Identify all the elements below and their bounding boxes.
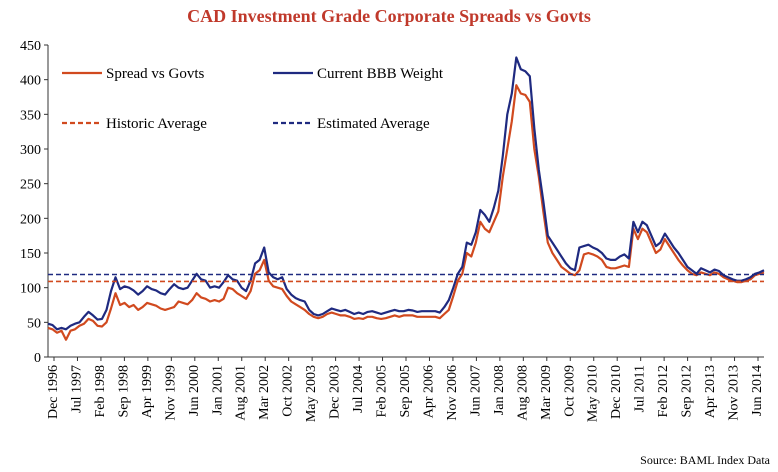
legend-label: Spread vs Govts bbox=[106, 66, 204, 82]
x-tick-label: Jul 2011 bbox=[633, 365, 648, 412]
x-tick-label: Apr 2013 bbox=[703, 365, 718, 418]
x-tick-label: Feb 2005 bbox=[375, 365, 390, 418]
x-tick-label: Nov 1999 bbox=[163, 365, 178, 421]
x-tick-label: Sep 1998 bbox=[116, 365, 131, 418]
x-tick-label: Apr 2006 bbox=[421, 365, 436, 418]
x-tick-label: Sep 2012 bbox=[680, 365, 695, 418]
x-tick-label: Oct 2002 bbox=[281, 365, 296, 417]
x-tick-label: Mar 2009 bbox=[539, 365, 554, 420]
x-tick-label: Apr 1999 bbox=[140, 365, 155, 418]
y-tick-label: 400 bbox=[20, 74, 41, 89]
x-tick-label: Jul 2004 bbox=[351, 365, 366, 413]
x-tick-label: Nov 2013 bbox=[727, 365, 742, 421]
x-tick-label: May 2010 bbox=[586, 365, 601, 422]
x-tick-label: Dec 2003 bbox=[328, 365, 343, 419]
chart-title: CAD Investment Grade Corporate Spreads v… bbox=[187, 6, 591, 26]
x-tick-label: Dec 2010 bbox=[609, 365, 624, 419]
y-tick-label: 300 bbox=[20, 143, 41, 158]
legend-background bbox=[52, 50, 480, 146]
x-tick-label: Mar 2002 bbox=[257, 365, 272, 420]
x-tick-label: Aug 2001 bbox=[234, 365, 249, 421]
legend-label: Current BBB Weight bbox=[317, 66, 444, 82]
x-tick-label: Feb 2012 bbox=[656, 365, 671, 418]
y-tick-label: 250 bbox=[20, 178, 41, 193]
series-line-spread-vs-govts bbox=[47, 84, 765, 341]
x-tick-label: Nov 2006 bbox=[445, 365, 460, 421]
x-tick-label: Jun 2014 bbox=[750, 365, 765, 416]
y-tick-label: 150 bbox=[20, 247, 41, 262]
x-tick-label: Jan 2008 bbox=[492, 365, 507, 415]
series-line-current-bbb-weight bbox=[47, 56, 765, 331]
x-tick-label: Jan 2001 bbox=[210, 365, 225, 415]
y-tick-label: 200 bbox=[20, 212, 41, 227]
x-tick-label: Jun 2007 bbox=[468, 365, 483, 416]
legend-label: Estimated Average bbox=[317, 116, 430, 132]
legend-label: Historic Average bbox=[106, 116, 207, 132]
y-tick-label: 0 bbox=[34, 351, 41, 366]
x-tick-label: Aug 2008 bbox=[515, 365, 530, 421]
y-tick-label: 100 bbox=[20, 282, 41, 297]
y-tick-label: 50 bbox=[27, 316, 41, 331]
x-tick-label: May 2003 bbox=[304, 365, 319, 422]
x-tick-label: Feb 1998 bbox=[93, 365, 108, 418]
x-tick-label: Jun 2000 bbox=[187, 365, 202, 416]
x-tick-label: Oct 2009 bbox=[562, 365, 577, 417]
x-tick-label: Sep 2005 bbox=[398, 365, 413, 418]
source-note: Source: BAML Index Data bbox=[640, 453, 770, 467]
x-tick-label: Jul 1997 bbox=[69, 365, 84, 413]
y-tick-label: 350 bbox=[20, 108, 41, 123]
x-tick-label: Dec 1996 bbox=[46, 365, 61, 419]
y-tick-label: 450 bbox=[20, 39, 41, 54]
